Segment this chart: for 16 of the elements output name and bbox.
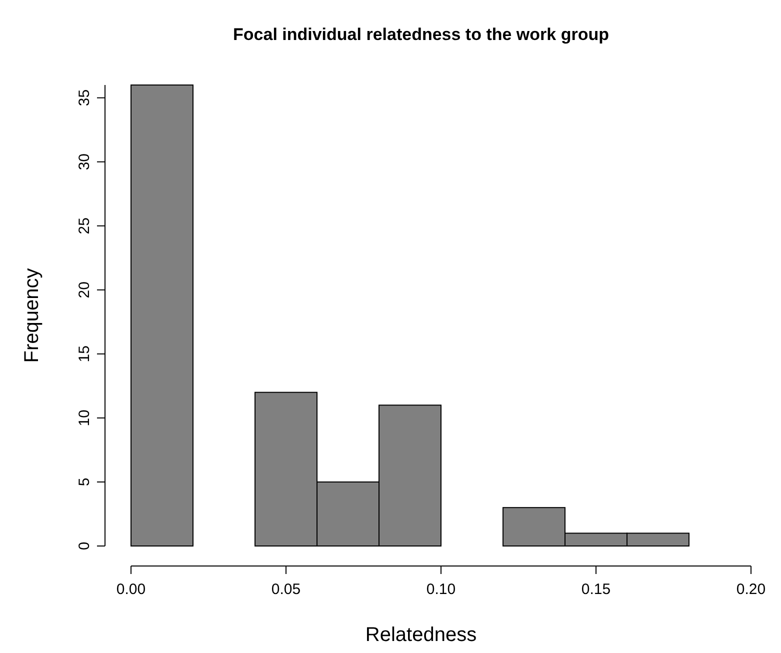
x-tick-label: 0.10: [426, 581, 456, 598]
y-tick-label: 30: [76, 153, 93, 170]
y-tick-label: 25: [76, 218, 93, 234]
chart-title: Focal individual relatedness to the work group: [233, 25, 609, 44]
x-tick-label: 0.20: [736, 581, 766, 598]
y-tick-label: 5: [76, 478, 93, 486]
y-tick-label: 20: [76, 282, 93, 298]
y-tick-label: 0: [76, 542, 93, 550]
y-tick-label: 10: [76, 410, 93, 426]
x-axis-title: Relatedness: [365, 624, 477, 646]
y-tick-label: 35: [76, 89, 93, 106]
x-tick-label: 0.00: [116, 581, 146, 598]
x-tick-label: 0.05: [271, 581, 301, 598]
y-tick-label: 15: [76, 346, 93, 362]
y-axis-title: Frequency: [21, 268, 43, 363]
x-tick-label: 0.15: [581, 581, 611, 598]
